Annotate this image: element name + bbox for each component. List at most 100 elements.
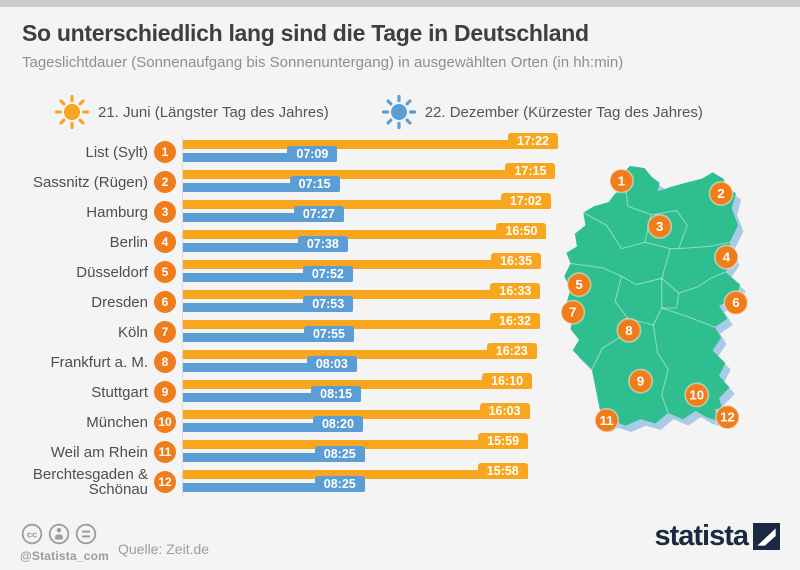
city-label: Frankfurt a. M.	[50, 353, 148, 371]
rank-badge: 12	[154, 471, 176, 493]
june-bar	[183, 170, 556, 179]
daylight-bar-chart: List (Sylt) 1 17:22 07:09 Sassnitz (Rüge…	[22, 133, 558, 497]
table-row: Hamburg 3 17:02 07:27	[22, 193, 558, 227]
legend-label-december: 22. Dezember (Kürzester Tag des Jahres)	[424, 103, 703, 121]
table-row: List (Sylt) 1 17:22 07:09	[22, 133, 558, 167]
june-bar	[183, 440, 529, 449]
bar-pair: 17:02 07:27	[182, 193, 558, 227]
bar-pair: 15:58 08:25	[182, 463, 558, 497]
bar-pair: 16:50 07:38	[182, 223, 558, 257]
attribution-icon	[48, 523, 70, 545]
december-value-chip: 08:20	[312, 416, 363, 432]
june-bar	[183, 140, 558, 149]
svg-text:6: 6	[732, 295, 739, 310]
statista-handle: @Statista_com	[20, 549, 109, 563]
december-value-chip: 08:03	[306, 356, 357, 372]
table-row: München 10 16:03 08:20	[22, 403, 558, 437]
map-marker: 7	[560, 299, 586, 325]
license-icons: cc	[20, 522, 108, 551]
table-row: Sassnitz (Rügen) 2 17:15 07:15	[22, 163, 558, 197]
december-value-chip: 07:38	[297, 236, 348, 252]
bar-pair: 16:33 07:53	[182, 283, 558, 317]
rank-badge: 2	[154, 171, 176, 193]
june-value-chip: 17:15	[505, 163, 556, 179]
bar-pair: 16:03 08:20	[182, 403, 558, 437]
map-state-borders	[570, 172, 730, 414]
december-value-chip: 08:15	[311, 386, 362, 402]
december-bar	[183, 183, 340, 192]
rank-badge: 1	[154, 141, 176, 163]
city-label: Düsseldorf	[76, 263, 148, 281]
december-value-chip: 07:09	[287, 146, 338, 162]
svg-text:4: 4	[723, 250, 731, 265]
svg-text:8: 8	[625, 323, 632, 338]
december-value-chip: 07:27	[293, 206, 344, 222]
source-label: Quelle: Zeit.de	[118, 541, 210, 557]
june-value-chip: 16:03	[479, 403, 530, 419]
table-row: Düsseldorf 5 16:35 07:52	[22, 253, 558, 287]
december-bar	[183, 273, 353, 282]
summer-sun-icon	[54, 94, 90, 130]
december-bar	[183, 303, 354, 312]
page-title: So unterschiedlich lang sind die Tage in…	[22, 20, 589, 46]
map-marker: 8	[616, 317, 642, 343]
city-label: Köln	[117, 323, 148, 341]
bar-pair: 16:35 07:52	[182, 253, 558, 287]
rank-badge: 4	[154, 231, 176, 253]
bar-rows: List (Sylt) 1 17:22 07:09 Sassnitz (Rüge…	[22, 133, 558, 497]
svg-text:12: 12	[720, 410, 735, 425]
city-label: Sassnitz (Rügen)	[32, 173, 148, 191]
december-bar	[183, 423, 363, 432]
june-value-chip: 17:02	[500, 193, 551, 209]
statista-logo-mark	[753, 523, 780, 550]
december-bar	[183, 153, 338, 162]
rank-badge: 9	[154, 381, 176, 403]
june-value-chip: 15:58	[477, 463, 528, 479]
svg-text:7: 7	[569, 305, 576, 320]
december-bar	[183, 243, 348, 252]
june-bar	[183, 200, 551, 209]
december-bar	[183, 333, 354, 342]
map-marker: 3	[647, 213, 673, 239]
svg-text:11: 11	[600, 413, 614, 428]
december-bar	[183, 213, 344, 222]
table-row: Berchtesgaden & Schönau 12 15:58 08:25	[22, 463, 558, 497]
map-country-shape	[564, 165, 741, 427]
svg-text:5: 5	[575, 277, 582, 292]
legend: 21. Juni (Längster Tag des Jahres) 22. D…	[54, 92, 703, 132]
bar-pair: 16:23 08:03	[182, 343, 558, 377]
december-value-chip: 07:53	[303, 296, 354, 312]
svg-text:2: 2	[717, 186, 724, 201]
city-label: List (Sylt)	[85, 143, 148, 161]
city-label: Weil am Rhein	[50, 443, 148, 461]
bar-pair: 15:59 08:25	[182, 433, 558, 467]
map-marker: 10	[684, 382, 710, 408]
june-value-chip: 16:23	[486, 343, 537, 359]
december-bar	[183, 483, 365, 492]
bar-pair: 16:32 07:55	[182, 313, 558, 347]
december-value-chip: 07:52	[302, 266, 353, 282]
statista-logo-text: statista	[654, 520, 749, 552]
table-row: Berlin 4 16:50 07:38	[22, 223, 558, 257]
june-bar	[183, 320, 540, 329]
city-label: München	[86, 413, 148, 431]
december-bar	[183, 453, 365, 462]
legend-item-december: 22. Dezember (Kürzester Tag des Jahres)	[381, 94, 703, 130]
svg-text:1: 1	[618, 173, 625, 188]
bar-pair: 16:10 08:15	[182, 373, 558, 407]
december-value-chip: 07:55	[303, 326, 354, 342]
city-label: Berlin	[109, 233, 148, 251]
germany-map: 1 2 3 4 5 6 7 8 9 10 11 12	[560, 156, 772, 460]
rank-badge: 10	[154, 411, 176, 433]
winter-sun-icon	[381, 94, 416, 130]
december-value-chip: 08:25	[314, 446, 365, 462]
city-label: Hamburg	[86, 203, 148, 221]
june-bar	[183, 260, 542, 269]
statista-logo: statista	[654, 522, 780, 551]
top-strip	[0, 0, 800, 7]
june-value-chip: 16:50	[496, 223, 547, 239]
bar-pair: 17:22 07:09	[182, 133, 558, 167]
map-marker: 1	[608, 168, 634, 194]
table-row: Stuttgart 9 16:10 08:15	[22, 373, 558, 407]
city-label: Dresden	[91, 293, 148, 311]
